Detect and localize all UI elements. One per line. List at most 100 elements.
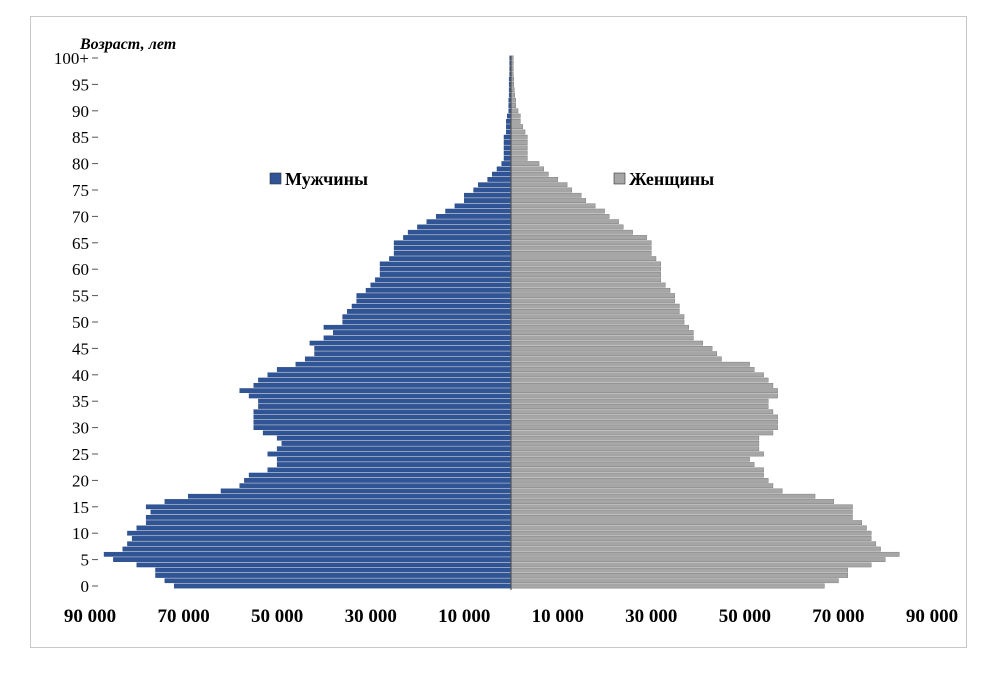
female-bar-age-36 <box>510 393 778 399</box>
male-bar-age-4 <box>136 562 512 568</box>
female-bar-age-34 <box>510 404 769 409</box>
x-tick-label-0: 90 000 <box>64 606 116 627</box>
female-bar-age-37 <box>510 388 778 394</box>
female-bar-age-48 <box>510 330 694 335</box>
male-bar-age-25 <box>267 451 512 457</box>
female-bar-age-78 <box>510 171 549 177</box>
y-tick-label-2: 10 <box>72 524 89 543</box>
male-bar-age-54 <box>356 298 512 304</box>
male-bar-age-47 <box>323 335 512 341</box>
male-bar-age-2 <box>155 573 512 578</box>
male-bar-age-53 <box>351 303 512 309</box>
x-tick-label-5: 10 000 <box>532 606 584 627</box>
male-bar-age-28 <box>276 435 512 441</box>
male-bars <box>103 55 512 589</box>
female-bar-age-88 <box>510 118 521 124</box>
male-bar-age-17 <box>188 493 512 499</box>
female-bar-age-26 <box>510 446 760 452</box>
male-bar-age-13 <box>145 515 512 520</box>
male-bar-age-12 <box>145 520 512 526</box>
female-bar-age-55 <box>510 293 675 298</box>
male-bar-age-18 <box>220 488 512 494</box>
female-bar-age-9 <box>510 536 872 541</box>
female-bar-age-59 <box>510 272 661 277</box>
male-bar-age-56 <box>365 287 512 293</box>
female-bar-age-89 <box>510 113 521 119</box>
male-bar-age-20 <box>244 478 512 483</box>
male-bar-age-81 <box>503 155 512 161</box>
male-bar-age-66 <box>403 235 512 240</box>
female-bar-age-42 <box>510 361 750 367</box>
male-bar-age-46 <box>309 340 512 346</box>
male-bar-age-65 <box>393 240 512 246</box>
x-tick-label-8: 70 000 <box>812 606 864 627</box>
female-bar-age-10 <box>510 530 872 536</box>
female-bar-age-46 <box>510 340 703 346</box>
male-bar-age-31 <box>253 419 512 425</box>
female-bar-age-1 <box>510 578 839 584</box>
male-bar-age-3 <box>155 567 512 573</box>
male-bar-age-26 <box>276 446 512 452</box>
male-bar-age-37 <box>239 388 512 394</box>
male-bar-age-38 <box>253 383 512 388</box>
female-bar-age-18 <box>510 488 783 494</box>
female-bar-age-70 <box>510 214 610 219</box>
male-bar-age-72 <box>454 203 512 209</box>
male-bar-age-87 <box>506 124 512 130</box>
y-axis-title: Возраст, лет <box>79 36 176 53</box>
y-tick-label-14: 70 <box>72 207 89 226</box>
male-bar-age-10 <box>127 530 512 536</box>
female-bar-age-13 <box>510 515 853 520</box>
male-bar-age-29 <box>262 430 512 436</box>
female-bar-age-83 <box>510 145 528 151</box>
male-bar-age-79 <box>496 166 512 172</box>
y-axis-ticks: 0 5 10 15 20 25 30 35 40 45 50 55 60 65 70 75 80 85 90 95 10… <box>54 49 98 596</box>
female-bar-age-62 <box>510 256 657 262</box>
x-axis-ticks: 90 000 70 000 50 000 30 000 10 000 10 000 30 0… <box>64 606 958 627</box>
female-bar-age-35 <box>510 398 769 404</box>
female-bar-age-82 <box>510 150 528 156</box>
male-bar-age-76 <box>478 182 512 188</box>
male-bar-age-42 <box>295 361 512 367</box>
male-bar-age-83 <box>503 145 512 151</box>
female-bar-age-43 <box>510 356 722 362</box>
female-bar-age-7 <box>510 546 881 552</box>
female-bar-age-44 <box>510 351 718 357</box>
female-bar-age-22 <box>510 467 764 473</box>
x-tick-label-1: 70 000 <box>157 606 209 627</box>
male-bar-age-62 <box>389 256 512 262</box>
female-bar-age-77 <box>510 177 558 182</box>
male-bar-age-15 <box>145 504 512 510</box>
male-bar-age-71 <box>445 208 512 214</box>
female-bar-age-4 <box>510 562 872 568</box>
male-bar-age-86 <box>506 129 512 135</box>
male-bar-age-14 <box>150 509 512 515</box>
male-bar-age-82 <box>503 150 512 156</box>
male-bar-age-88 <box>506 118 512 124</box>
male-bar-age-69 <box>426 219 512 225</box>
female-bar-age-72 <box>510 203 596 209</box>
female-bar-age-39 <box>510 377 769 383</box>
female-bar-age-90 <box>510 108 519 114</box>
male-bar-age-58 <box>375 277 512 283</box>
female-bar-age-19 <box>510 483 774 489</box>
male-bar-age-50 <box>342 319 512 325</box>
y-tick-label-0: 0 <box>81 577 90 596</box>
female-bar-age-71 <box>510 208 605 214</box>
male-bar-age-51 <box>342 314 512 320</box>
female-bar-age-53 <box>510 303 680 309</box>
female-bar-age-27 <box>510 441 760 446</box>
y-tick-label-12: 60 <box>72 260 89 279</box>
male-bar-age-70 <box>435 214 512 219</box>
x-tick-label-7: 50 000 <box>719 606 771 627</box>
y-tick-label-5: 25 <box>72 445 89 464</box>
female-bar-age-74 <box>510 192 582 198</box>
male-bar-age-45 <box>314 346 512 351</box>
female-bar-age-64 <box>510 245 652 251</box>
female-bar-age-25 <box>510 451 764 457</box>
y-tick-label-18: 90 <box>72 102 89 121</box>
female-bar-age-11 <box>510 525 867 531</box>
female-bar-age-47 <box>510 335 694 341</box>
female-bar-age-17 <box>510 493 816 499</box>
male-bar-age-11 <box>136 525 512 531</box>
